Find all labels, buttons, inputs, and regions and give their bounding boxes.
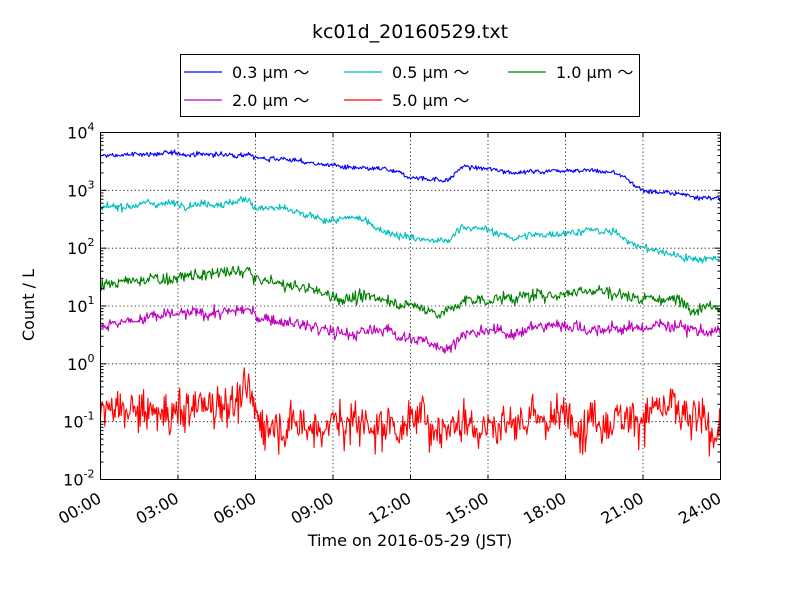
y-tick-label: 102 [67, 236, 94, 258]
y-tick-label: 10-1 [63, 410, 94, 432]
legend-label: 5.0 μm ～ [392, 91, 469, 110]
series-line-0 [100, 149, 722, 202]
legend-box [180, 54, 640, 117]
y-axis-label: Count / L [19, 269, 38, 341]
y-tick-label: 101 [67, 294, 94, 316]
x-axis-label: Time on 2016-05-29 (JST) [307, 531, 512, 550]
ticks [100, 132, 721, 480]
legend-label: 0.3 μm ～ [232, 63, 309, 82]
series-line-2 [100, 265, 722, 319]
series-lines [99, 149, 722, 457]
legend-label: 1.0 μm ～ [556, 63, 633, 82]
series-line-3 [99, 304, 722, 354]
y-tick-label: 103 [67, 178, 94, 200]
legend: 0.3 μm ～ 0.5 μm ～ 1.0 μm ～ 2.0 μm ～ 5.0 μm ～ [180, 54, 640, 117]
y-tick-label: 10-2 [63, 468, 94, 490]
legend-label: 0.5 μm ～ [392, 63, 469, 82]
y-tick-labels: 10-2 10-1 100 101 102 103 104 [63, 121, 94, 490]
chart-title: kc01d_20160529.txt [312, 21, 508, 43]
y-tick-label: 104 [67, 121, 94, 143]
series-line-1 [99, 195, 721, 264]
y-tick-label: 100 [67, 352, 94, 374]
legend-label: 2.0 μm ～ [232, 91, 309, 110]
series-line-4 [99, 367, 722, 457]
